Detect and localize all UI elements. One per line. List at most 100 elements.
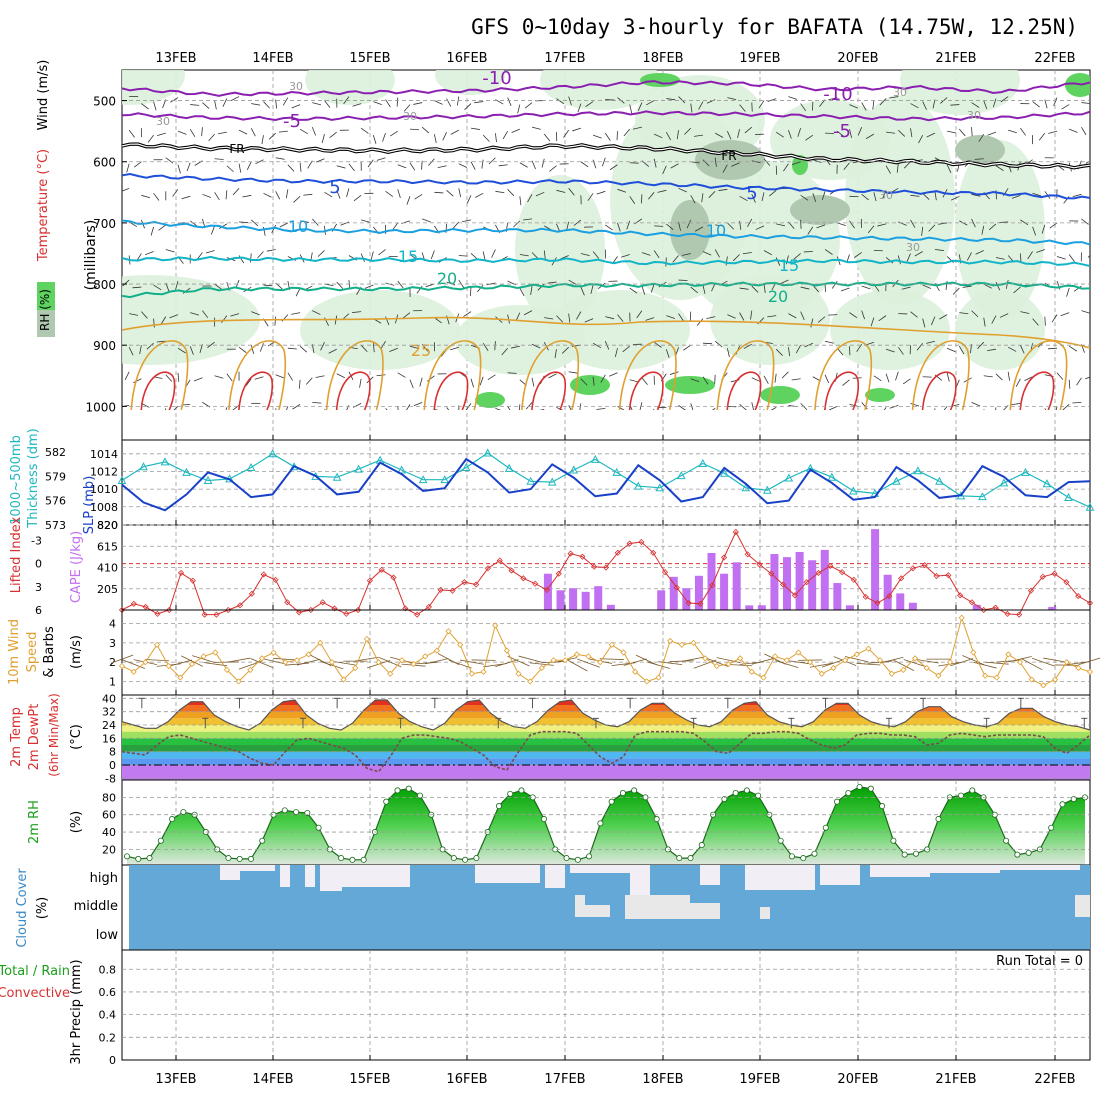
cloud-clear (475, 865, 540, 883)
bottom-date-label: 17FEB (544, 1072, 585, 1087)
contour-label: 30 (879, 189, 893, 202)
wind10m-marker (971, 650, 976, 655)
temp-tick-label: 32 (102, 706, 116, 719)
li-tick-label: -3 (31, 534, 42, 547)
axis-label: Speed (25, 632, 40, 673)
rh2m-marker (598, 821, 603, 826)
wind10m-marker (1041, 683, 1046, 688)
cloud-clear-mid (625, 895, 690, 919)
rh2m-marker (880, 803, 885, 808)
thickness-tick-label: 579 (45, 470, 66, 483)
contour-label: -5 (283, 111, 301, 132)
wind10m-marker (1088, 669, 1093, 674)
wind10m-marker (854, 652, 859, 657)
temp-band (122, 725, 1090, 732)
axis-label: (m/s) (69, 635, 84, 669)
y-tick-label: 500 (93, 95, 116, 109)
rh2m-marker (136, 856, 141, 861)
rh2m-marker (812, 851, 817, 856)
contour-label: 15 (779, 256, 799, 275)
rh-shading (550, 290, 690, 370)
temp-band (122, 738, 1090, 745)
rh-shading (845, 95, 955, 305)
cape-bar (846, 605, 854, 610)
rh2m-marker (654, 816, 659, 821)
temp-band (122, 745, 1090, 752)
rh2m-marker (778, 838, 783, 843)
temp-tick-label: 16 (102, 732, 116, 745)
axis-label: (6hr Min/Max) (47, 693, 61, 777)
cape-tick-label: 615 (97, 540, 118, 553)
temp-tick-label: 8 (109, 746, 116, 759)
cape-bar (682, 588, 690, 610)
cape-bar (770, 554, 778, 610)
top-date-label: 17FEB (544, 51, 585, 66)
contour-label: 30 (156, 115, 170, 128)
rh2m-marker (169, 816, 174, 821)
contour-label: FR (721, 149, 736, 163)
axis-label: 2m RH (27, 800, 42, 844)
cape-bar (594, 586, 602, 610)
rh2m-marker (801, 855, 806, 860)
rh2m-marker (406, 786, 411, 791)
cape-bar (758, 605, 766, 610)
cape-tick-label: 410 (97, 562, 118, 575)
wind10m-marker (831, 665, 836, 670)
contour-label: -5 (833, 121, 851, 142)
rh2m-marker (451, 855, 456, 860)
li-tick-label: 3 (35, 581, 42, 594)
axis-label: & Barbs (42, 626, 57, 678)
red-contour (337, 372, 370, 410)
wind10m-marker (574, 652, 579, 657)
bottom-date-label: 18FEB (642, 1072, 683, 1087)
rh-shading-mid (790, 195, 850, 225)
top-date-label: 19FEB (739, 51, 780, 66)
temp-tick-label: -8 (105, 772, 116, 785)
cloud-clear (342, 865, 410, 887)
bottom-date-label: 22FEB (1034, 1072, 1075, 1087)
li-line (122, 532, 1090, 615)
temp-tick-label: 40 (102, 692, 116, 705)
precip-legend-convective: Convective (0, 986, 70, 1001)
rh-shading (830, 290, 950, 370)
top-date-label: 22FEB (1034, 51, 1075, 66)
wind-tick-label: 4 (109, 618, 116, 631)
contour-label: 30 (906, 241, 920, 254)
panel-frame (122, 950, 1090, 1060)
rh2m-marker (158, 838, 163, 843)
top-date-label: 21FEB (935, 51, 976, 66)
top-date-label: 13FEB (155, 51, 196, 66)
wind10m-marker (1064, 660, 1069, 665)
axis-label: RH (%) (38, 289, 52, 331)
cape-bar (557, 590, 565, 610)
contour-label: 5 (746, 183, 757, 204)
temp-color-bands (122, 692, 1090, 780)
cloud-clear (745, 865, 815, 890)
cape-bar (670, 577, 678, 610)
rh2m-marker (361, 857, 366, 862)
cloud-clear-mid (760, 907, 770, 919)
rh2m-marker (609, 799, 614, 804)
contour-label: 30 (967, 109, 981, 122)
top-date-label: 18FEB (642, 51, 683, 66)
wind10m-marker (364, 636, 369, 641)
contour-label: FR (229, 142, 244, 156)
rh2m-marker (293, 809, 298, 814)
rh2m-marker (1004, 838, 1009, 843)
top-date-label: 20FEB (837, 51, 878, 66)
axis-label: Temperature (°C) (36, 149, 51, 262)
rh2m-marker (474, 855, 479, 860)
axis-label: 2m DewPt (27, 704, 42, 771)
rh2m-marker (226, 855, 231, 860)
contour-label: 10 (706, 221, 726, 240)
temp-tick-label: 24 (102, 719, 116, 732)
rh2m-marker (846, 790, 851, 795)
cloud-clear (280, 865, 290, 887)
axis-label: CAPE (J/kg) (69, 531, 84, 603)
contour-label: -10 (482, 68, 511, 89)
precip-tick-label: 0.2 (99, 1031, 117, 1044)
